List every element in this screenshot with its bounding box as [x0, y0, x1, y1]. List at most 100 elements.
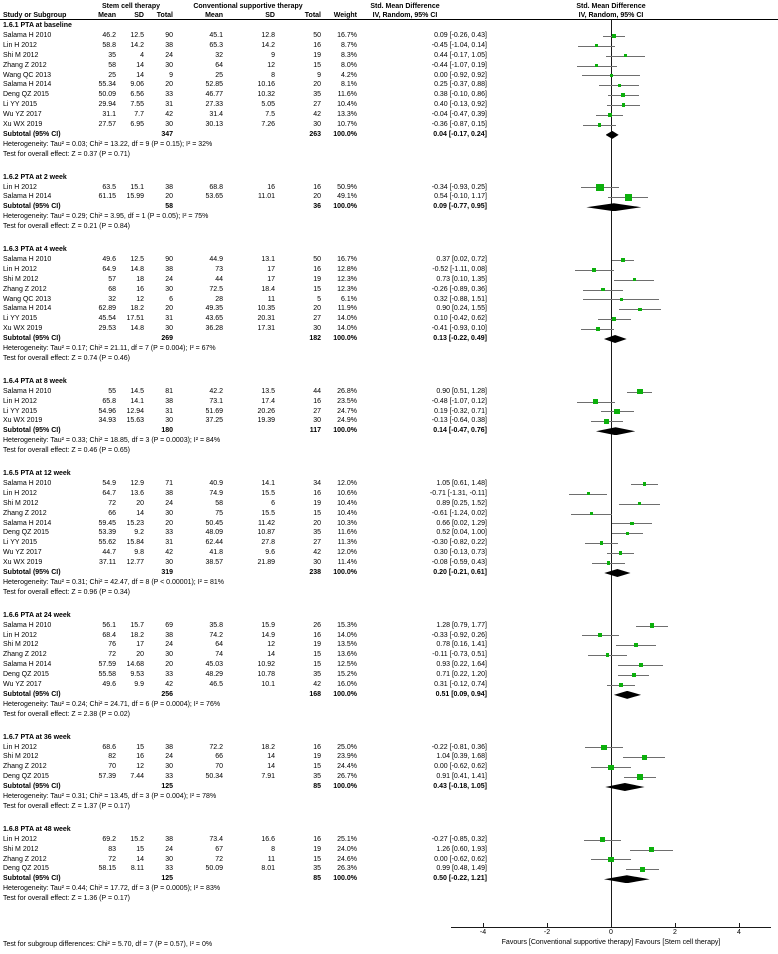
total1-cell: 20: [165, 661, 173, 669]
subtotal-weight: 100.0%: [333, 569, 357, 576]
sd2-cell: 14: [267, 651, 275, 659]
mean1-cell: 57.39: [98, 773, 116, 781]
total1-cell: 42: [165, 549, 173, 557]
mean1-cell: 59.45: [98, 519, 116, 527]
subtotal-total2: 85: [313, 875, 321, 883]
mean1-cell: 27.57: [98, 121, 116, 128]
sd2-cell: 7.5: [265, 111, 275, 119]
study-row: Shi M 2012 83 15 24 67 8 19 24.0% 1.26 [0.60, 1.…: [0, 845, 778, 855]
sd2-cell: 10.1: [261, 681, 275, 688]
total1-cell: 42: [165, 111, 173, 119]
study-name: Wu YZ 2017: [3, 681, 42, 688]
mean1-cell: 57: [108, 275, 116, 283]
weight-cell: 14.0%: [337, 631, 357, 639]
effect-point-marker: [596, 183, 604, 192]
weight-cell: 10.3%: [337, 519, 357, 527]
total1-cell: 38: [165, 265, 173, 273]
study-name: Shi M 2012: [3, 499, 39, 507]
sd2-cell: 10.78: [257, 671, 275, 679]
header-divider: [0, 19, 778, 20]
effect-point-marker: [606, 561, 611, 565]
study-name: Wang QC 2013: [3, 295, 51, 303]
overall-effect-row: Test for overall effect: Z = 0.74 (P = 0…: [0, 354, 778, 364]
smd-ci-cell: -0.27 [-0.85, 0.32]: [431, 835, 487, 843]
study-name: Zhang Z 2012: [3, 509, 47, 517]
study-row: Li YY 2015 45.54 17.51 31 43.65 20.31 27 14.0% 0…: [0, 314, 778, 324]
total1-cell: 24: [165, 275, 173, 283]
weight-cell: 10.6%: [337, 489, 357, 497]
axis-tick: [739, 923, 740, 928]
total2-cell: 15: [313, 763, 321, 771]
subtotal-total2: 117: [309, 427, 321, 435]
subtotal-label: Subtotal (95% CI): [3, 335, 61, 343]
sd1-cell: 14: [136, 61, 144, 69]
weight-cell: 50.9%: [337, 183, 357, 191]
sd2-cell: 17: [267, 265, 275, 273]
mean2-cell: 66: [215, 753, 223, 761]
sd1-cell: 15: [136, 845, 144, 853]
heterogeneity-row: Heterogeneity: Tau² = 0.29; Chi² = 3.95,…: [0, 212, 778, 222]
sd1-cell: 4: [140, 51, 144, 59]
total1-cell: 38: [165, 489, 173, 497]
total1-cell: 20: [165, 81, 173, 89]
total1-cell: 33: [165, 865, 173, 873]
study-name: Li YY 2015: [3, 101, 37, 109]
study-name: Deng QZ 2015: [3, 671, 49, 679]
heterogeneity-text: Heterogeneity: Tau² = 0.03; Chi² = 13.22…: [3, 140, 213, 148]
total1-cell: 33: [165, 91, 173, 99]
total1-cell: 90: [165, 31, 173, 39]
smd-ci-cell: 0.19 [-0.32, 0.71]: [434, 407, 487, 415]
weight-cell: 12.0%: [337, 549, 357, 557]
effect-point-marker: [624, 193, 632, 201]
total1-cell: 81: [165, 387, 173, 395]
subtotal-weight: 100.0%: [333, 203, 357, 211]
sd2-cell: 10.92: [257, 661, 275, 669]
total1-cell: 38: [165, 835, 173, 843]
study-row: Li YY 2015 29.94 7.55 31 27.33 5.05 27 10.4% 0.4…: [0, 100, 778, 110]
total2-cell: 16: [313, 835, 321, 843]
sd2-cell: 7.91: [261, 773, 275, 781]
sd2-cell: 17.4: [261, 397, 275, 405]
effect-point-marker: [597, 123, 602, 127]
subgroup-title: 1.6.7 PTA at 36 week: [3, 733, 71, 741]
sd2-cell: 10.87: [257, 529, 275, 537]
weight-cell: 24.4%: [337, 763, 357, 771]
smd-ci-cell: 1.04 [0.39, 1.68]: [436, 753, 487, 761]
mean1-cell: 61.15: [98, 193, 116, 201]
effect-point-marker: [634, 643, 638, 648]
effect-point-marker: [598, 633, 603, 638]
sd1-cell: 6.56: [130, 91, 144, 99]
mean2-cell: 64: [215, 641, 223, 649]
total2-cell: 19: [313, 641, 321, 649]
smd-ci-cell: -0.52 [-1.11, 0.08]: [432, 265, 487, 273]
heterogeneity-row: Heterogeneity: Tau² = 0.31; Chi² = 42.47…: [0, 578, 778, 588]
smd-ci-cell: 0.25 [-0.37, 0.88]: [434, 81, 487, 89]
total1-cell: 24: [165, 641, 173, 649]
mean1-cell: 68.6: [102, 743, 116, 751]
weight-cell: 49.1%: [337, 193, 357, 201]
overall-effect-text: Test for overall effect: Z = 0.74 (P = 0…: [3, 354, 130, 362]
effect-point-marker: [611, 33, 617, 38]
effect-point-marker: [648, 846, 654, 853]
effect-point-marker: [623, 54, 627, 58]
subgroup-header-row: 1.6.2 PTA at 2 week: [0, 173, 778, 183]
effect-point-marker: [642, 482, 647, 486]
sd1-cell: 14.5: [130, 387, 144, 395]
mean2-cell: 73: [215, 265, 223, 273]
subtotal-smd-ci: 0.09 [-0.77, 0.95]: [433, 203, 487, 211]
mean2-cell: 74.2: [209, 631, 223, 639]
effect-point-marker: [620, 257, 625, 262]
effect-point-marker: [625, 531, 630, 536]
total1-cell: 20: [165, 193, 173, 201]
mean2-cell: 62.44: [205, 539, 223, 547]
total2-cell: 9: [317, 71, 321, 79]
study-row: Salama H 2014 59.45 15.23 20 50.45 11.42 20 10.…: [0, 519, 778, 529]
effect-col-subtitle: IV, Random, 95% CI: [372, 12, 438, 19]
weight-cell: 13.3%: [337, 111, 357, 119]
subtotal-diamond: [586, 203, 642, 212]
total2-cell: 35: [313, 529, 321, 537]
smd-ci-cell: 0.93 [0.22, 1.64]: [436, 661, 487, 669]
mean1-cell: 66: [108, 509, 116, 517]
mean2-cell: 45.1: [209, 31, 223, 39]
sd2-cell: 11: [267, 855, 275, 863]
